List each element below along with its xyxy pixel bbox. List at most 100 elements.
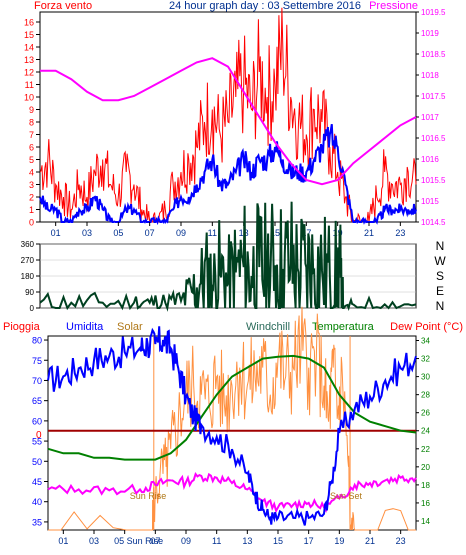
x-tick-label: 07 — [150, 536, 160, 546]
zero-label: 0 — [36, 430, 42, 441]
y-tick-label: 1018.5 — [421, 50, 446, 59]
x-tick-label: 09 — [176, 228, 186, 238]
left-axis-title: Forza vento — [34, 0, 92, 12]
x-tick-label: 19 — [334, 536, 344, 546]
y-tick-label: 1017 — [421, 113, 439, 122]
y-tick-label: 26 — [421, 409, 430, 418]
y-tick-label: 32 — [421, 355, 430, 364]
y-tick-label: 10 — [24, 93, 34, 103]
plot-area-3 — [47, 335, 417, 531]
y-tick-label: 60 — [32, 416, 42, 426]
y-tick-label: 22 — [421, 445, 430, 454]
x-ticks-3: 01 03 07 09 11 13 15 17 19 21 23 05 Sun Rise — [58, 530, 406, 546]
x-tick-label: 17 — [304, 536, 314, 546]
y-tick-label: 3 — [29, 180, 34, 190]
x-tick-label: 05 — [113, 228, 123, 238]
x-tick-label-sunrise: 05 Sun Rise — [114, 536, 163, 546]
series-line-umidita — [47, 326, 417, 526]
y-tick-label: 0 — [29, 218, 34, 228]
y-tick-label: 40 — [32, 497, 42, 507]
x-tick-label: 19 — [333, 228, 343, 238]
sunset-label: Sun Set — [330, 491, 363, 501]
x-tick-label: 23 — [396, 536, 406, 546]
y-tick-label: 0 — [30, 304, 35, 313]
x-tick-label: 13 — [242, 536, 252, 546]
x-tick-label: 03 — [89, 536, 99, 546]
y-tick-label: 80 — [32, 336, 42, 346]
x-tick-label: 21 — [365, 536, 375, 546]
x-tick-label: 17 — [301, 228, 311, 238]
y-tick-label: 1017.5 — [421, 92, 446, 101]
y-tick-label: 5 — [29, 155, 34, 165]
y-tick-label: 180 — [21, 272, 35, 281]
y-tick-label: 12 — [24, 68, 34, 78]
series-line-pressure — [40, 57, 417, 186]
legend-windchill: Windchill — [246, 321, 290, 333]
y-tick-label: 270 — [21, 256, 35, 265]
legend-dew-point: Dew Point (°C) — [390, 321, 463, 333]
pressure-series — [40, 57, 417, 186]
compass-label: E — [436, 284, 444, 298]
y-tick-label: 13 — [24, 55, 34, 65]
y-tick-label: 50 — [32, 457, 42, 467]
x-tick-label: 07 — [145, 228, 155, 238]
humidity-y-ticks: 35 40 45 50 55 60 65 70 75 80 — [32, 336, 48, 527]
x-tick-label: 03 — [82, 228, 92, 238]
x-tick-label: 01 — [51, 228, 61, 238]
legend-solar: Solar — [117, 321, 143, 333]
x-tick-label: 01 — [58, 536, 68, 546]
y-tick-label: 18 — [421, 481, 430, 490]
x-ticks: 01 03 05 07 09 11 13 15 17 19 21 23 — [51, 222, 405, 238]
y-tick-label: 75 — [32, 356, 42, 366]
y-tick-label: 1018 — [421, 71, 439, 80]
y-tick-label: 8 — [29, 118, 34, 128]
y-tick-label: 24 — [421, 427, 430, 436]
series-line-temperatura — [47, 354, 417, 461]
right-axis-title: Pressione — [369, 0, 418, 12]
y-tick-label: 1015.5 — [421, 176, 446, 185]
y-tick-label: 20 — [421, 463, 430, 472]
legend-pioggia: Pioggia — [3, 321, 41, 333]
series-line-wind-gust — [39, 124, 417, 226]
temperature-series — [47, 306, 417, 531]
chart-title: 24 hour graph day : 03 Settembre 2016 — [169, 0, 361, 12]
x-tick-label: 23 — [395, 228, 405, 238]
x-tick-label: 11 — [212, 536, 221, 546]
y-tick-label: 16 — [24, 18, 34, 28]
x-tick-label: 15 — [270, 228, 280, 238]
y-tick-label: 1016 — [421, 155, 439, 164]
y-tick-label: 70 — [32, 376, 42, 386]
y-tick-label: 1019 — [421, 29, 439, 38]
y-tick-label: 34 — [421, 337, 430, 346]
compass-label: S — [436, 269, 444, 283]
series-line-solar — [48, 306, 416, 531]
y-tick-label: 4 — [29, 168, 34, 178]
direction-series — [39, 201, 417, 312]
right-y-ticks: 1014.5 1015 1015.5 1016 1016.5 1017 1017.5 1018… — [416, 8, 446, 227]
y-tick-label: 1015 — [421, 197, 439, 206]
x-tick-label: 11 — [208, 228, 217, 238]
y-tick-label: 65 — [32, 396, 42, 406]
temperature-y-ticks: 14 16 18 20 22 24 26 28 30 32 34 — [416, 337, 430, 526]
x-tick-label: 21 — [364, 228, 374, 238]
y-tick-label: 2 — [29, 193, 34, 203]
y-tick-label: 7 — [29, 130, 34, 140]
y-tick-label: 16 — [421, 499, 430, 508]
y-tick-label: 360 — [21, 240, 35, 249]
x-tick-label: 09 — [181, 536, 191, 546]
y-tick-label: 14 — [421, 517, 430, 526]
y-tick-label: 1016.5 — [421, 134, 446, 143]
series-line-wind-force — [39, 7, 417, 223]
y-tick-label: 90 — [25, 288, 34, 297]
compass-label: W — [434, 254, 446, 268]
series-line-direction — [39, 201, 417, 312]
sunrise-label: Sun Rise — [130, 491, 167, 501]
y-tick-label: 1014.5 — [421, 218, 446, 227]
y-tick-label: 15 — [24, 30, 34, 40]
y-tick-label: 1 — [29, 205, 34, 215]
y-tick-label: 9 — [29, 105, 34, 115]
